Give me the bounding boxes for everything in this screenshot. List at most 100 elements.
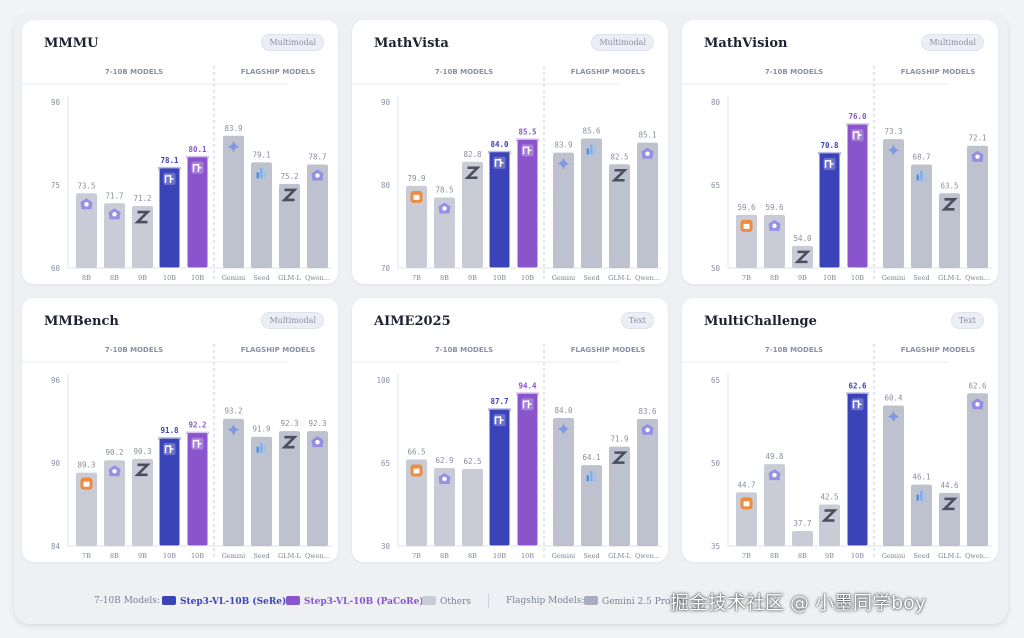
data-label: 44.6 (940, 481, 959, 490)
x-tick-label: GLM-L (608, 274, 631, 282)
chart-title: MathVision (704, 36, 788, 51)
bar-other (132, 458, 153, 546)
bar-glow (158, 437, 181, 441)
bar-serc (488, 408, 511, 547)
bar-chart: 7-10B MODELS FLAGSHIP MODELS 65 50 35 44.7 7B 4… (682, 344, 992, 560)
legend-group1-label: 7-10B Models: (94, 596, 160, 606)
data-label: 42.5 (820, 493, 838, 502)
qwen-logo-icon (438, 472, 451, 484)
gemini-logo-icon (227, 140, 240, 153)
x-tick-label: Qwen... (965, 274, 990, 282)
step-logo-icon (493, 156, 506, 169)
qwen-logo-icon (311, 436, 324, 448)
watermark-text: 掘金技术社区 @ 小墨同学boy (670, 592, 927, 614)
x-tick-label: Gemini (552, 552, 576, 560)
seed-logo-icon (916, 490, 926, 501)
y-tick-label: 50 (711, 459, 721, 468)
bar-other (406, 459, 427, 546)
step-logo-icon (191, 161, 204, 174)
x-tick-label: 7B (412, 552, 421, 560)
x-tick-label: GLM-L (278, 274, 301, 282)
step-logo-icon (851, 129, 864, 142)
x-tick-label: 9B (138, 552, 147, 560)
bar-flag (553, 152, 574, 268)
x-tick-label: 10B (823, 274, 836, 282)
y-tick-label: 100 (376, 376, 390, 385)
y-tick-label: 30 (381, 542, 391, 551)
modality-badge: Multimodal (261, 312, 324, 329)
group-label: FLAGSHIP MODELS (241, 68, 316, 76)
step-logo-icon (493, 414, 506, 427)
legend-item-pacore: Step3-VL-10B (PaCoRe) (286, 596, 424, 607)
bar-chart: 7-10B MODELS FLAGSHIP MODELS 90 75 60 73.5 8B 7… (22, 66, 332, 282)
group-label: 7-10B MODELS (765, 346, 823, 354)
x-tick-label: 9B (825, 552, 834, 560)
bar-flag (939, 492, 960, 546)
data-label: 68.7 (912, 153, 930, 162)
legend-swatch-pacore (286, 596, 300, 605)
seed-logo-icon (256, 442, 266, 453)
data-label: 75.2 (280, 172, 298, 181)
modality-badge: Text (620, 312, 654, 329)
legend-divider (488, 594, 489, 608)
data-label: 80.1 (188, 145, 207, 154)
zhipu-logo-icon (134, 463, 151, 477)
x-tick-label: Seed (253, 274, 269, 282)
chart-card: MathVision Multimodal 7-10B MODELS FLAGSHIP… (682, 20, 998, 284)
bar-flag (967, 393, 988, 546)
legend-item-others: Others (422, 596, 471, 607)
group-label: 7-10B MODELS (435, 346, 493, 354)
y-tick-label: 65 (711, 376, 720, 385)
x-tick-label: 8B (770, 552, 779, 560)
data-label: 62.6 (968, 381, 987, 390)
x-tick-label: 7B (82, 552, 91, 560)
x-tick-label: 10B (191, 274, 204, 282)
x-tick-label: Seed (583, 552, 599, 560)
x-tick-label: 9B (468, 274, 477, 282)
x-tick-label: GLM-L (608, 552, 631, 560)
x-tick-label: 10B (851, 274, 864, 282)
zhipu-logo-icon (941, 497, 958, 511)
data-label: 78.1 (160, 156, 179, 165)
data-label: 79.1 (252, 150, 270, 159)
x-tick-label: 10B (521, 274, 534, 282)
bar-flag (279, 431, 300, 546)
bar-other (434, 197, 455, 268)
data-label: 54.0 (793, 234, 812, 243)
x-tick-label: 8B (798, 552, 807, 560)
modality-badge: Multimodal (921, 34, 984, 51)
data-label: 66.5 (407, 447, 425, 456)
zhipu-logo-icon (794, 250, 811, 264)
group-label: 7-10B MODELS (765, 68, 823, 76)
qwen-logo-icon (971, 398, 984, 410)
group-label: FLAGSHIP MODELS (901, 346, 976, 354)
bar-flag (251, 162, 272, 268)
data-label: 78.7 (308, 153, 326, 162)
bar-other (76, 193, 97, 268)
group-label: FLAGSHIP MODELS (901, 68, 976, 76)
bar-glow (186, 431, 209, 435)
y-tick-label: 90 (51, 459, 61, 468)
x-tick-label: 10B (493, 274, 506, 282)
x-tick-label: 8B (110, 552, 119, 560)
bar-glow (158, 166, 181, 170)
mi-logo-icon (410, 464, 423, 477)
chart-title: MMBench (44, 314, 119, 329)
bar-serc (158, 437, 181, 547)
x-tick-label: GLM-L (938, 274, 961, 282)
data-label: 87.7 (490, 397, 508, 406)
step-logo-icon (521, 144, 534, 157)
y-tick-label: 65 (711, 181, 720, 190)
data-label: 70.8 (820, 141, 839, 150)
chart-card: AIME2025 Text 7-10B MODELS FLAGSHIP MODELS 1… (352, 298, 668, 562)
gemini-logo-icon (557, 157, 570, 170)
bar-flag (609, 446, 630, 546)
x-tick-label: 8B (770, 274, 779, 282)
x-tick-label: 10B (163, 552, 176, 560)
gemini-logo-icon (227, 423, 240, 436)
step-logo-icon (163, 443, 176, 456)
bar-glow (846, 392, 869, 396)
x-tick-label: Qwen... (305, 552, 330, 560)
bar-flag (581, 465, 602, 546)
legend-swatch-others (422, 596, 436, 605)
